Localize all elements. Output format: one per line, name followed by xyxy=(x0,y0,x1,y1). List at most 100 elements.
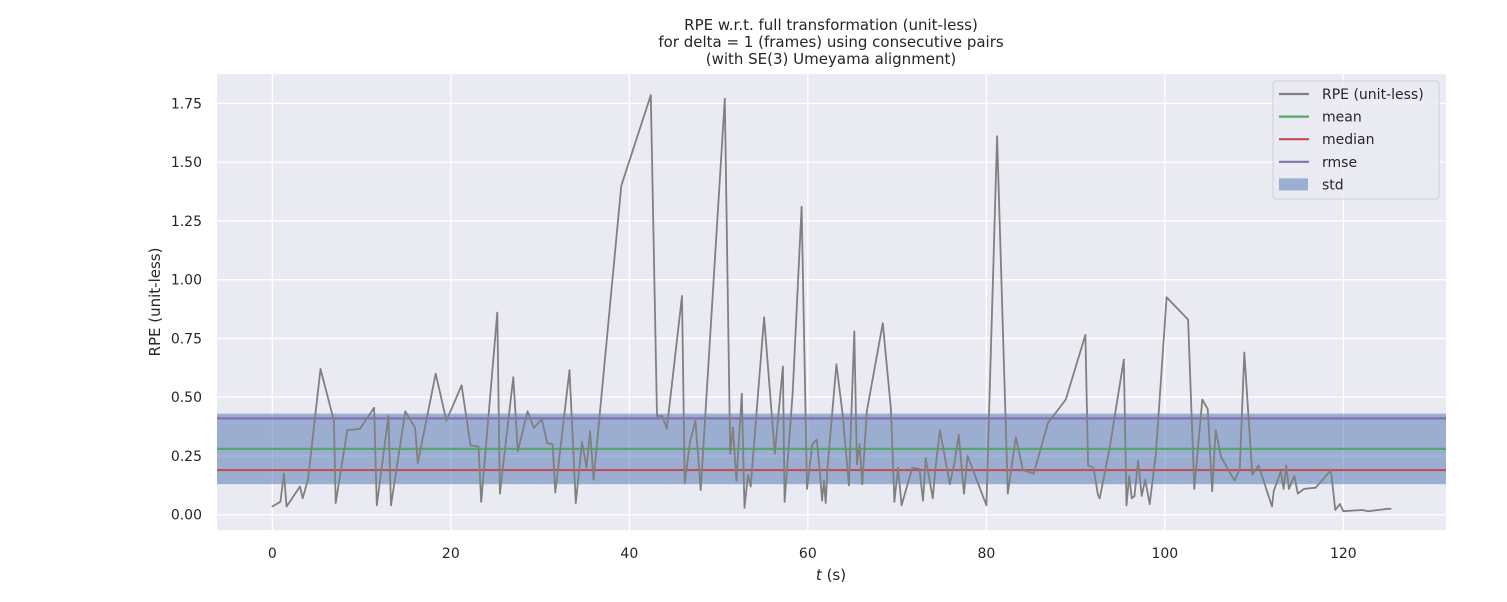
rpe-point-117 xyxy=(1137,459,1139,462)
x-tick-label-1: 20 xyxy=(442,546,460,562)
rpe-point-141 xyxy=(1293,475,1296,477)
rpe-point-80 xyxy=(866,410,868,413)
rpe-point-67 xyxy=(816,438,818,441)
x-tick-label-3: 60 xyxy=(799,546,817,562)
rpe-point-65 xyxy=(806,488,808,490)
rpe-point-13 xyxy=(376,504,378,507)
rpe-point-23 xyxy=(477,445,480,448)
rpe-point-29 xyxy=(526,410,529,413)
rpe-point-10 xyxy=(346,429,349,431)
rpe-point-53 xyxy=(732,427,734,429)
rpe-point-87 xyxy=(918,468,921,470)
y-tick-label-4: 1.00 xyxy=(171,273,202,289)
legend-label-0: RPE (unit-less) xyxy=(1322,87,1424,103)
rpe-point-73 xyxy=(835,363,838,366)
rpe-point-19 xyxy=(434,372,437,375)
y-tick-label-5: 1.25 xyxy=(171,214,202,230)
legend-label-1: mean xyxy=(1322,110,1362,126)
rpe-point-148 xyxy=(1342,510,1345,512)
rpe-point-89 xyxy=(924,457,927,460)
rpe-point-105 xyxy=(1065,398,1067,401)
rpe-point-85 xyxy=(900,504,903,507)
rpe-point-36 xyxy=(575,502,577,504)
rpe-point-20 xyxy=(445,419,448,422)
rpe-point-135 xyxy=(1271,505,1273,508)
x-tick-label-2: 40 xyxy=(620,546,638,562)
rpe-point-66 xyxy=(811,443,814,446)
x-axis-label: t (s) xyxy=(816,566,846,584)
legend-label-3: rmse xyxy=(1322,155,1357,171)
rpe-point-1 xyxy=(279,501,282,503)
rpe-point-14 xyxy=(387,415,390,417)
rpe-point-122 xyxy=(1165,296,1168,299)
rpe-point-40 xyxy=(592,478,595,481)
rpe-point-78 xyxy=(858,443,861,446)
y-tick-label-2: 0.50 xyxy=(171,390,202,406)
rpe-point-3 xyxy=(285,505,288,508)
rpe-point-68 xyxy=(818,466,821,469)
rpe-point-91 xyxy=(934,466,937,469)
rpe-point-129 xyxy=(1220,456,1222,458)
rpe-point-126 xyxy=(1206,408,1209,410)
y-tick-label-6: 1.50 xyxy=(171,155,202,171)
rpe-point-83 xyxy=(893,501,896,503)
rpe-point-127 xyxy=(1211,490,1213,493)
rpe-point-123 xyxy=(1187,318,1189,321)
legend: RPE (unit-less) mean median rmse std xyxy=(1272,80,1440,200)
rpe-point-17 xyxy=(414,427,416,429)
rpe-point-144 xyxy=(1314,486,1317,489)
rpe-point-60 xyxy=(774,452,776,455)
rpe-point-120 xyxy=(1148,503,1151,505)
rpe-point-22 xyxy=(469,444,472,447)
rpe-point-116 xyxy=(1133,495,1136,497)
rpe-point-113 xyxy=(1125,504,1128,507)
rpe-point-147 xyxy=(1339,503,1341,505)
rpe-point-95 xyxy=(957,434,960,436)
rpe-point-96 xyxy=(963,492,965,495)
rpe-point-112 xyxy=(1123,358,1125,361)
rpe-point-57 xyxy=(747,474,749,476)
legend-box xyxy=(1272,80,1440,200)
rpe-point-4 xyxy=(299,485,301,488)
rpe-point-152 xyxy=(1387,508,1389,510)
rpe-point-88 xyxy=(922,499,924,502)
rpe-point-46 xyxy=(681,295,683,297)
rpe-point-103 xyxy=(1032,472,1035,475)
rpe-point-42 xyxy=(650,94,652,96)
rpe-point-81 xyxy=(882,322,884,325)
rpe-point-32 xyxy=(546,442,548,444)
rpe-point-108 xyxy=(1092,466,1095,469)
rpe-point-110 xyxy=(1098,497,1101,500)
y-tick-label-7: 1.75 xyxy=(171,96,202,112)
rpe-point-58 xyxy=(749,485,752,488)
rpe-point-15 xyxy=(390,504,392,507)
rpe-point-107 xyxy=(1087,464,1089,467)
rpe-point-43 xyxy=(656,415,658,417)
chart-title-line-2: for delta = 1 (frames) using consecutive… xyxy=(658,33,1004,51)
rpe-point-48 xyxy=(689,441,691,443)
rpe-point-145 xyxy=(1330,469,1332,471)
rpe-point-34 xyxy=(554,491,557,494)
rpe-point-11 xyxy=(359,428,361,430)
rpe-point-51 xyxy=(724,97,726,100)
x-axis-label-unit: (s) xyxy=(822,566,846,584)
rpe-point-61 xyxy=(782,365,784,368)
chart-title-line-3: (with SE(3) Umeyama alignment) xyxy=(705,50,957,68)
rpe-point-82 xyxy=(890,408,892,410)
chart-title-line-1: RPE w.r.t. full transformation (unit-les… xyxy=(684,16,978,34)
rpe-point-47 xyxy=(683,482,686,484)
rpe-point-76 xyxy=(853,330,856,333)
x-tick-label-4: 80 xyxy=(977,546,995,562)
rpe-point-64 xyxy=(800,206,803,208)
rpe-point-115 xyxy=(1131,497,1133,500)
y-tick-label-0: 0.00 xyxy=(171,508,202,524)
rpe-point-118 xyxy=(1140,495,1143,497)
rpe-point-49 xyxy=(694,419,697,422)
rpe-point-54 xyxy=(735,479,738,482)
rpe-point-35 xyxy=(568,369,571,372)
rpe-point-69 xyxy=(821,499,823,502)
rpe-point-128 xyxy=(1214,429,1217,431)
y-tick-labels: 0.00 0.25 0.50 0.75 1.00 1.25 1.50 1.75 xyxy=(171,96,202,523)
legend-swatch-4 xyxy=(1279,178,1308,191)
x-axis-label-var: t xyxy=(816,566,823,584)
